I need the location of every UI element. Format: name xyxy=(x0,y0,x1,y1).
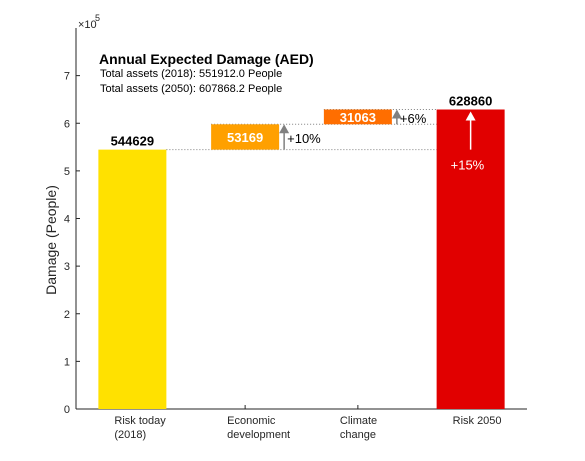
y-tick-label: 6 xyxy=(64,118,70,130)
y-tick-label: 1 xyxy=(64,356,70,368)
bar-value-label: 31063 xyxy=(340,110,376,125)
y-tick-label: 2 xyxy=(64,309,70,321)
y-tick-label: 5 xyxy=(64,166,70,178)
x-tick-label: Risk today (2018) xyxy=(114,415,166,441)
y-tick-label: 7 xyxy=(64,71,70,83)
bar xyxy=(211,124,280,150)
y-tick-label: 4 xyxy=(64,214,70,226)
increment-arrow-head xyxy=(391,109,402,119)
bar xyxy=(436,109,505,409)
bar xyxy=(323,109,392,125)
increment-percent-label: +10% xyxy=(287,131,321,146)
y-tick-label: 0 xyxy=(64,404,70,416)
increment-arrow-head xyxy=(279,124,290,134)
chart-title: Annual Expected Damage (AED) xyxy=(99,51,314,67)
bar-value-label: 544629 xyxy=(111,134,154,149)
bar xyxy=(98,149,167,410)
y-tick-label: 3 xyxy=(64,261,70,273)
increment-arrow-head xyxy=(465,111,476,121)
chart-subtitle-line-2: Total assets (2050): 607868.2 People xyxy=(100,83,282,95)
bar-value-label: 53169 xyxy=(227,130,263,145)
x-tick-label: Economic development xyxy=(227,415,290,441)
x-tick-label: Risk 2050 xyxy=(453,415,502,427)
x-tick-label: Climate change xyxy=(340,415,377,441)
increment-percent-label: +15% xyxy=(451,158,485,173)
svg-text:×10: ×10 xyxy=(78,19,97,31)
bar-value-label: 628860 xyxy=(449,94,492,109)
chart-subtitle-line-1: Total assets (2018): 551912.0 People xyxy=(100,68,282,80)
y-exponent-label: ×10 5 xyxy=(78,13,100,31)
increment-percent-label: +6% xyxy=(400,111,427,126)
svg-text:5: 5 xyxy=(95,13,100,23)
y-axis-label: Damage (People) xyxy=(43,185,59,295)
